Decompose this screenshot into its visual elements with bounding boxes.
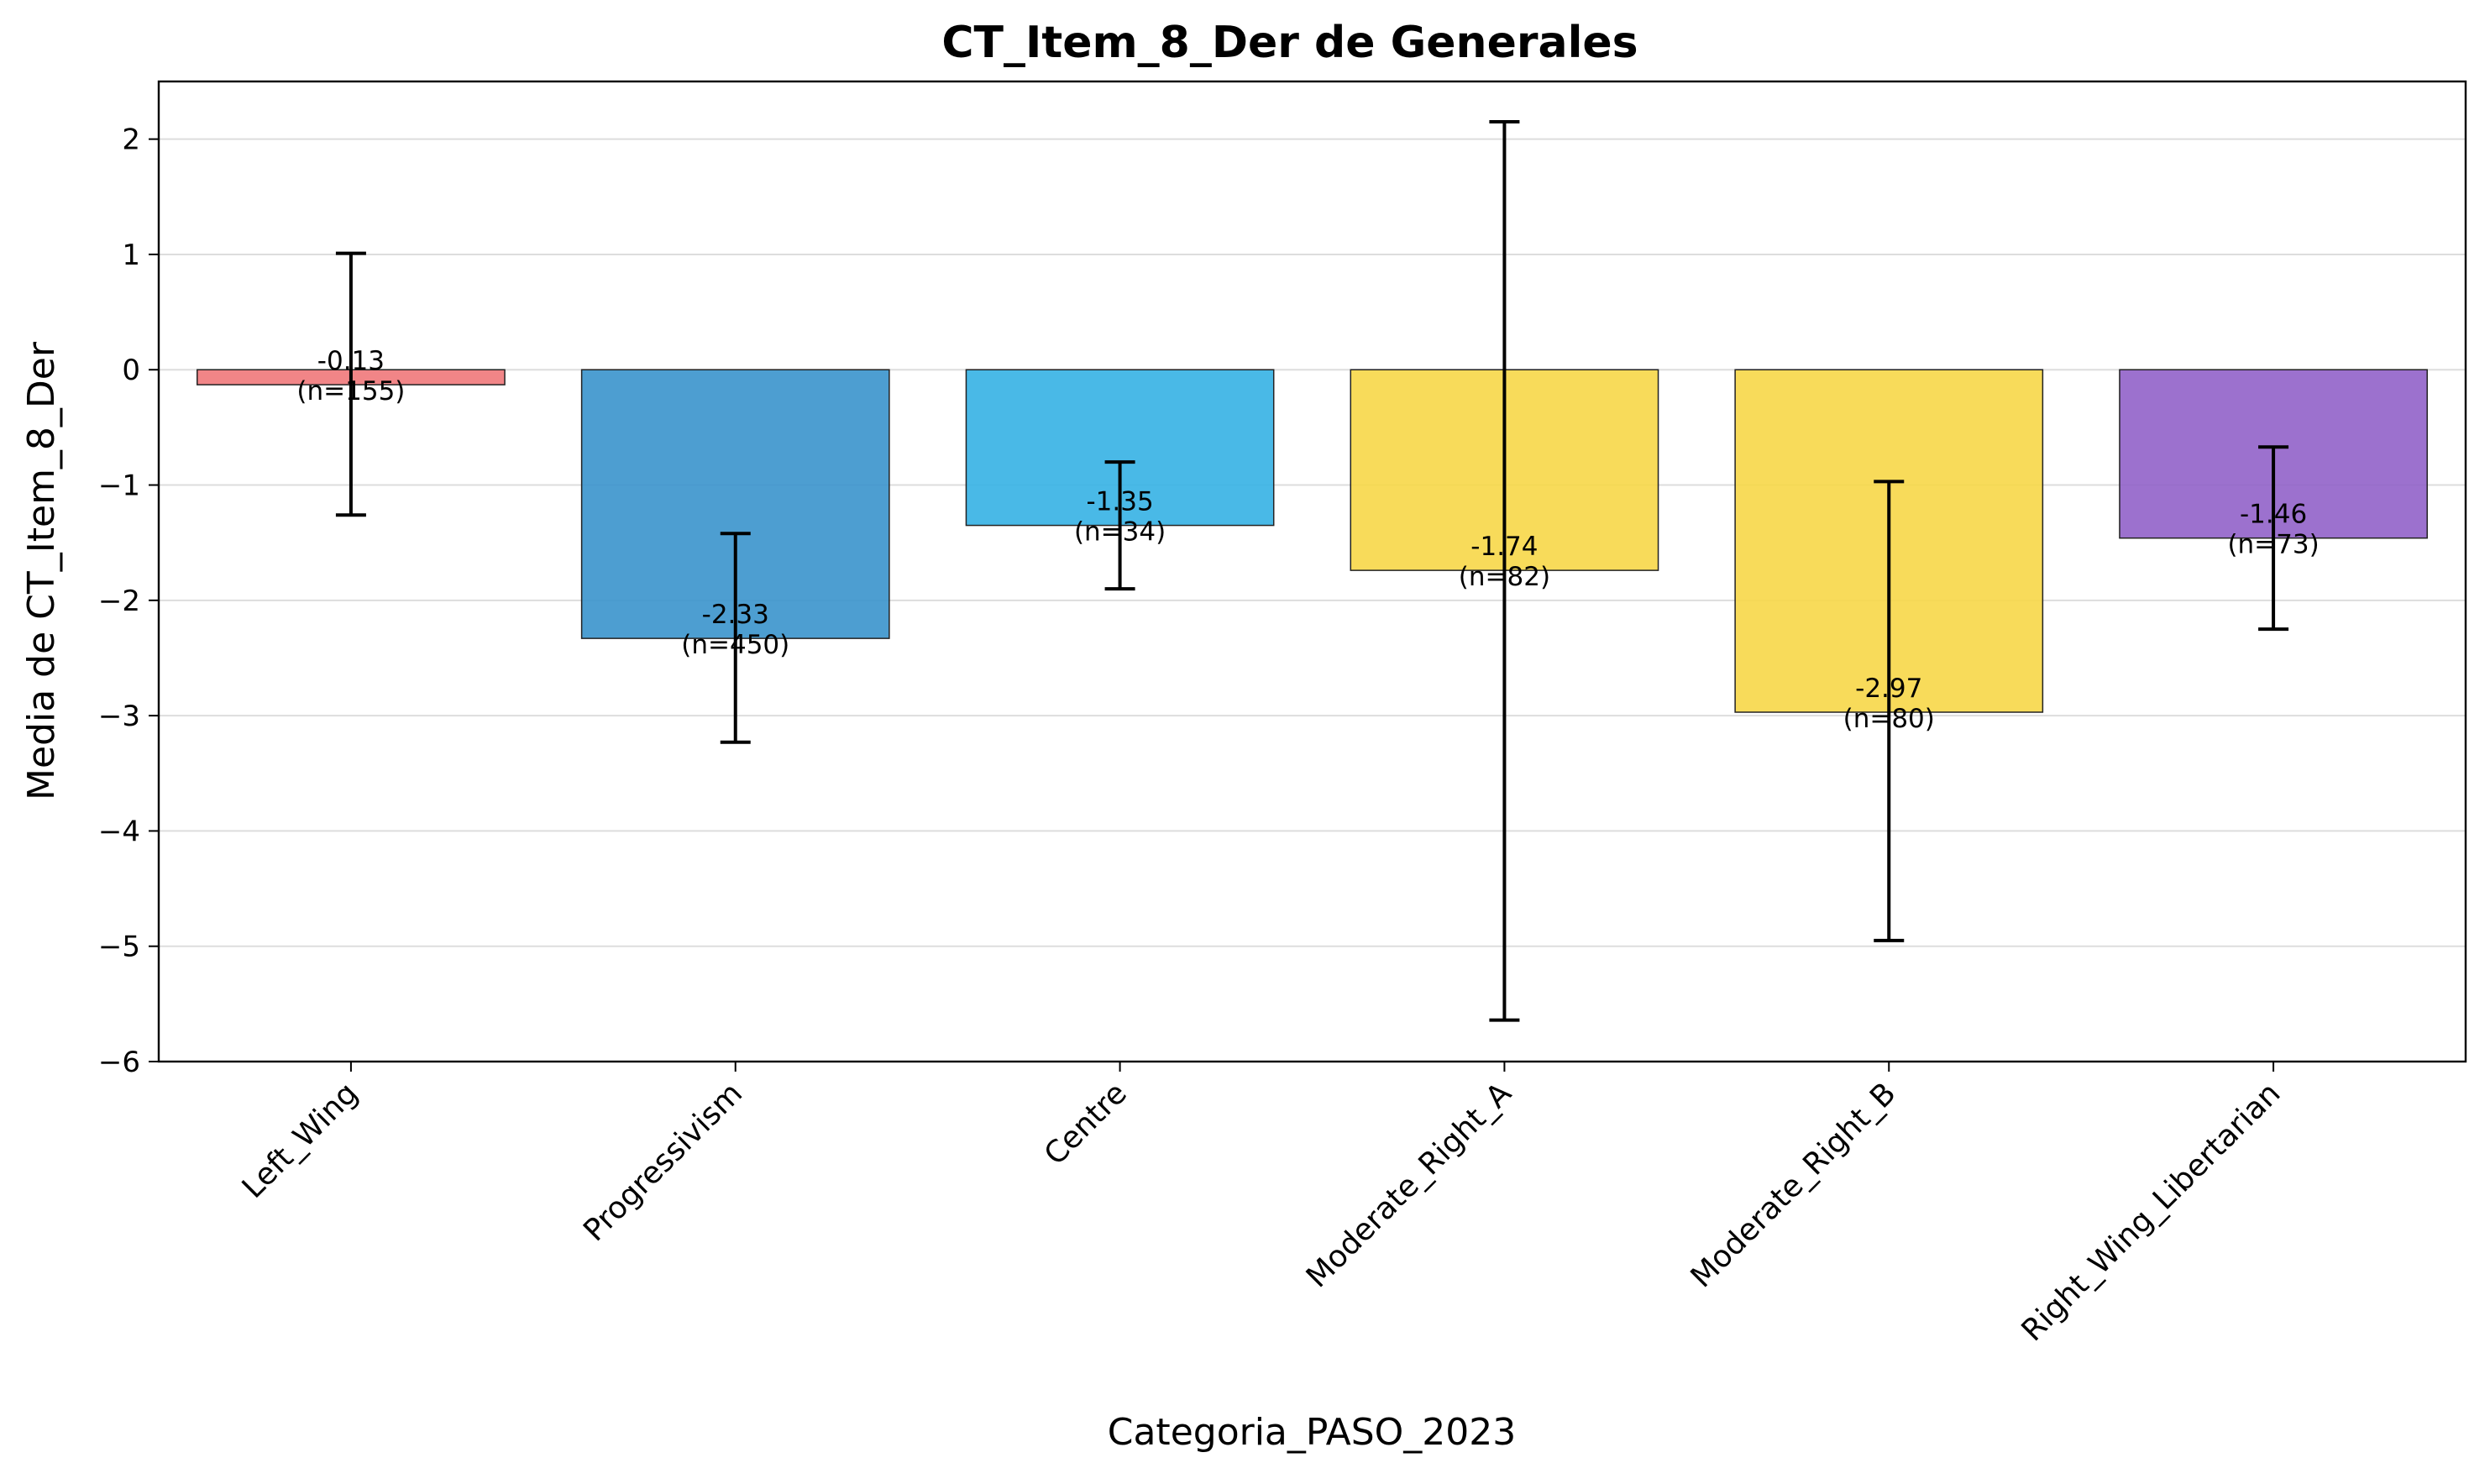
y-tick-label: −2	[98, 585, 140, 618]
bar-count-label: (n=80)	[1843, 704, 1935, 734]
data-labels: -0.13(n=155) -2.33(n=450) -1.35(n=34) -1.74…	[296, 346, 2319, 734]
y-tick-label: −3	[98, 700, 140, 733]
y-tick-label: 2	[122, 123, 140, 157]
y-tick-label: −4	[98, 815, 140, 848]
bar-count-label: (n=34)	[1074, 517, 1166, 548]
bar-value-label: -1.35	[1086, 487, 1153, 517]
y-tick-label: 1	[122, 239, 140, 272]
y-axis-label: Media de CT_Item_8_Der	[20, 341, 63, 800]
plot-area-frame	[157, 80, 2467, 1063]
y-tick-label: 0	[122, 354, 140, 387]
bar-count-label: (n=82)	[1459, 562, 1550, 592]
bar-value-label: -0.13	[317, 346, 385, 376]
bar-count-label: (n=450)	[681, 630, 789, 660]
bar-value-label: -2.97	[1855, 674, 1922, 704]
bar-value-label: -1.74	[1470, 532, 1538, 562]
bar-count-label: (n=155)	[296, 376, 405, 406]
bar-count-label: (n=73)	[2227, 530, 2319, 560]
chart-title: CT_Item_8_Der de Generales	[941, 18, 1638, 68]
y-tick-label: −1	[98, 469, 140, 503]
bar-value-label: -1.46	[2240, 500, 2307, 530]
error-bars	[335, 120, 2289, 1022]
bars	[197, 369, 2428, 713]
bar-value-label: -2.33	[702, 600, 769, 630]
y-tick-label: −5	[98, 931, 140, 964]
x-axis-label: Categoria_PASO_2023	[1108, 1411, 1517, 1454]
y-tick-label: −6	[98, 1046, 140, 1079]
y-axis-ticks: 2 1 0 −1 −2 −3 −4 −5 −6	[98, 123, 159, 1079]
